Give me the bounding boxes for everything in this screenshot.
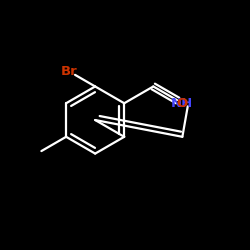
Text: Br: Br (61, 65, 78, 78)
Text: NH: NH (171, 97, 194, 110)
Text: O: O (177, 97, 188, 110)
